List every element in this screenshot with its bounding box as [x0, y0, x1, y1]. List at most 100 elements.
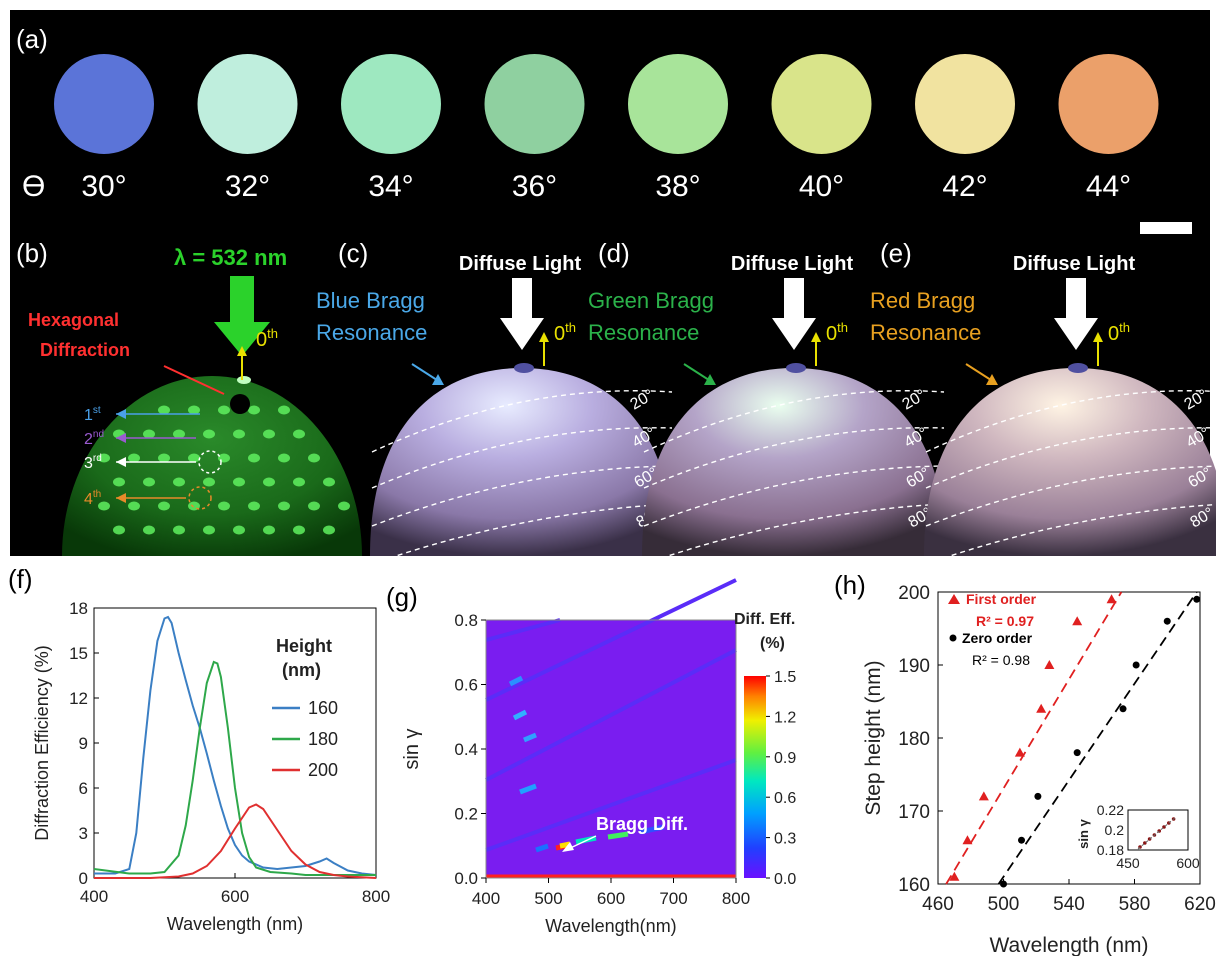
chart-f: 0 3 6 9 12 15 18 400 600 800 Wavelength (nm) Diffra…: [32, 599, 390, 934]
hotspot-mark: [508, 675, 524, 687]
diffraction-spot: [233, 477, 245, 487]
heatmap-background: [486, 620, 736, 878]
diffraction-spot: [143, 477, 155, 487]
latitude-line: [371, 427, 673, 489]
colorbar-tick-label: 0.0: [774, 871, 796, 888]
legend-label: 180: [308, 729, 338, 749]
theta-symbol: ϴ: [22, 170, 45, 203]
data-point-first-order: [1014, 747, 1025, 757]
diffraction-spot: [323, 525, 335, 535]
hexagonal-label: Hexagonal: [28, 310, 119, 330]
data-point-first-order: [1106, 594, 1117, 604]
zero-order-spot: [514, 363, 534, 373]
order-number: 1: [84, 407, 93, 424]
diffraction-spots: [98, 405, 350, 535]
legend-title-unit: (nm): [282, 660, 321, 680]
diffraction-spot: [293, 525, 305, 535]
diffraction-spot: [233, 525, 245, 535]
order-number: 4: [84, 491, 93, 508]
y-tick-label: 200: [898, 583, 930, 604]
order-suffix: nd: [93, 429, 104, 440]
zero-order-spot: [1068, 363, 1088, 373]
data-point-first-order: [1036, 703, 1047, 713]
dome: [642, 368, 946, 556]
diffraction-spot: [293, 429, 305, 439]
legend-label: 160: [308, 698, 338, 718]
colorbar-tick-label: 1.5: [774, 669, 796, 686]
order-label: 1st: [84, 405, 101, 424]
x-axis-label: Wavelength(nm): [545, 916, 676, 936]
colorbar-tick-label: 0.6: [774, 790, 796, 807]
mode-band: [485, 578, 737, 702]
zero-order-label: 0th: [554, 320, 576, 345]
x-tick-label: 460: [922, 894, 954, 915]
diffraction-spot: [263, 525, 275, 535]
colorbar-tick-label: 1.2: [774, 709, 796, 726]
resonance-pointer-head: [986, 374, 998, 385]
latitude-line: [925, 465, 1216, 527]
zero-order-suffix: th: [1119, 320, 1130, 335]
diffraction-spot: [203, 525, 215, 535]
y-tick-label: 0: [79, 869, 88, 888]
angle-labels: 30° 32° 34° 36° 38° 40° 42° 44°: [81, 170, 1131, 203]
x-tick-label: 800: [722, 889, 750, 908]
panel-a-label: (a): [16, 24, 48, 54]
data-point-zero-order: [1193, 595, 1201, 603]
order-suffix: th: [93, 489, 101, 500]
color-disc: [54, 54, 154, 154]
x-axis-label: Wavelength (nm): [167, 914, 303, 934]
latitude-line: [371, 503, 673, 565]
mode-band: [485, 618, 561, 642]
diffraction-spot: [173, 525, 185, 535]
y-tick-label: 190: [898, 656, 930, 677]
diffraction-spot: [248, 405, 260, 415]
latitude-line: [643, 427, 945, 489]
diffraction-spot: [248, 501, 260, 511]
zero-order-number: 0: [826, 323, 837, 345]
latitude-line: [643, 503, 945, 565]
series-line-180: [93, 660, 376, 876]
angle-label: 44°: [1086, 170, 1131, 203]
zero-order-spot: [786, 363, 806, 373]
diffraction-label: Diffraction: [40, 340, 130, 360]
panel-b-label: (b): [16, 238, 48, 268]
angle-label: 38°: [655, 170, 700, 203]
y-axis-label: sin γ: [401, 728, 423, 769]
latitude-line: [643, 390, 945, 453]
data-point-first-order: [949, 871, 960, 881]
diffuse-light-arrow-icon: [500, 278, 544, 350]
y-tick-label: 0.0: [454, 869, 478, 888]
diffraction-spot: [323, 477, 335, 487]
panel-g-label: (g): [386, 582, 418, 612]
green-dome: [62, 376, 362, 556]
diffuse-light-arrow-icon: [772, 278, 816, 350]
inset-y-label: sin γ: [1076, 818, 1091, 848]
fourth-order-circle: [188, 486, 212, 510]
resonance-pointer-head: [432, 374, 444, 385]
order-label: 3rd: [84, 453, 102, 472]
data-point-zero-order: [1018, 836, 1026, 844]
data-point-zero-order: [1119, 705, 1127, 713]
colorbar-unit: (%): [760, 635, 785, 652]
order-label: 2nd: [84, 429, 104, 448]
order-number: 2: [84, 431, 93, 448]
diffraction-spot: [308, 501, 320, 511]
y-tick-label: 0.4: [454, 740, 478, 759]
y-tick-label: 12: [69, 689, 88, 708]
data-point-zero-order: [1073, 749, 1081, 757]
panel-a-background: [10, 10, 1210, 222]
mode-band: [485, 648, 737, 782]
panel-b: (b) λ = 532 nm 0th Hexagonal Diffraction…: [16, 238, 362, 556]
x-tick-label: 580: [1119, 894, 1151, 915]
diffraction-spot: [128, 453, 140, 463]
inset-y-tick-label: 0.18: [1097, 842, 1124, 858]
resonance-label-1: Red Bragg: [870, 288, 975, 313]
zero-order-spot: [237, 376, 251, 384]
angle-label: 32°: [225, 170, 270, 203]
color-discs: [54, 54, 1159, 154]
diffraction-spot: [218, 453, 230, 463]
resonance-label-2: Resonance: [588, 320, 699, 345]
